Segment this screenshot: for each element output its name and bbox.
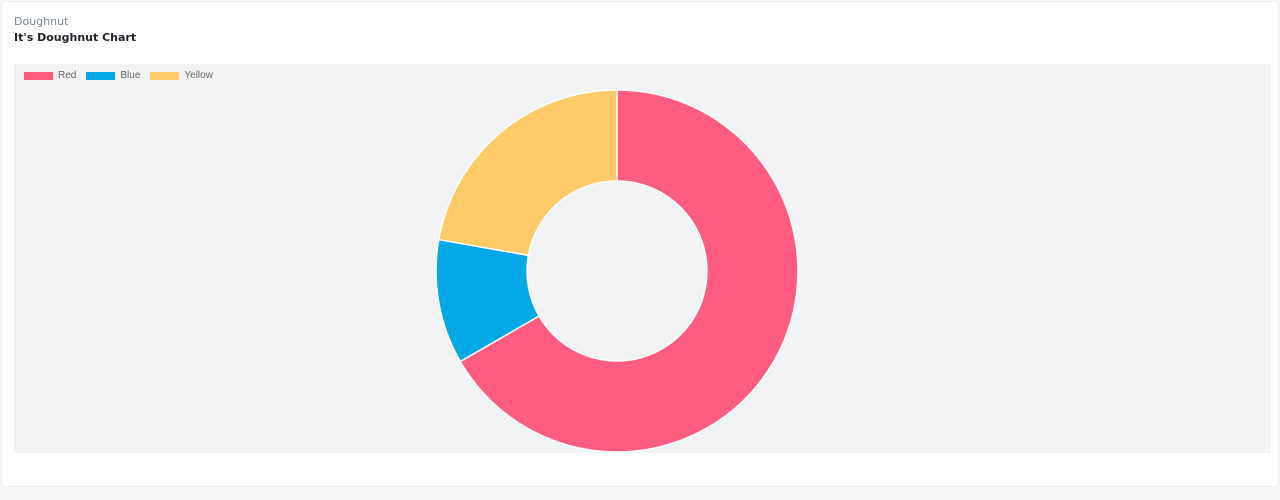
chart-area: Red Blue Yellow xyxy=(14,64,1271,453)
slice-red[interactable] xyxy=(459,89,799,453)
legend-swatch-yellow xyxy=(150,71,180,80)
legend-label-red: Red xyxy=(58,70,77,81)
legend-item-yellow[interactable]: Yellow xyxy=(150,70,213,81)
legend-label-blue: Blue xyxy=(120,70,141,81)
slice-yellow[interactable] xyxy=(437,89,618,257)
legend-swatch-blue xyxy=(86,71,116,80)
legend-swatch-red xyxy=(24,71,53,80)
doughnut-chart xyxy=(435,89,799,453)
card-title: It's Doughnut Chart xyxy=(14,31,137,44)
chart-legend: Red Blue Yellow xyxy=(24,70,223,81)
card-subtitle: Doughnut xyxy=(14,15,69,28)
chart-card: Doughnut It's Doughnut Chart Red Blue Ye… xyxy=(1,1,1279,487)
legend-label-yellow: Yellow xyxy=(184,70,213,81)
legend-item-red[interactable]: Red xyxy=(24,70,76,81)
legend-item-blue[interactable]: Blue xyxy=(86,70,140,81)
